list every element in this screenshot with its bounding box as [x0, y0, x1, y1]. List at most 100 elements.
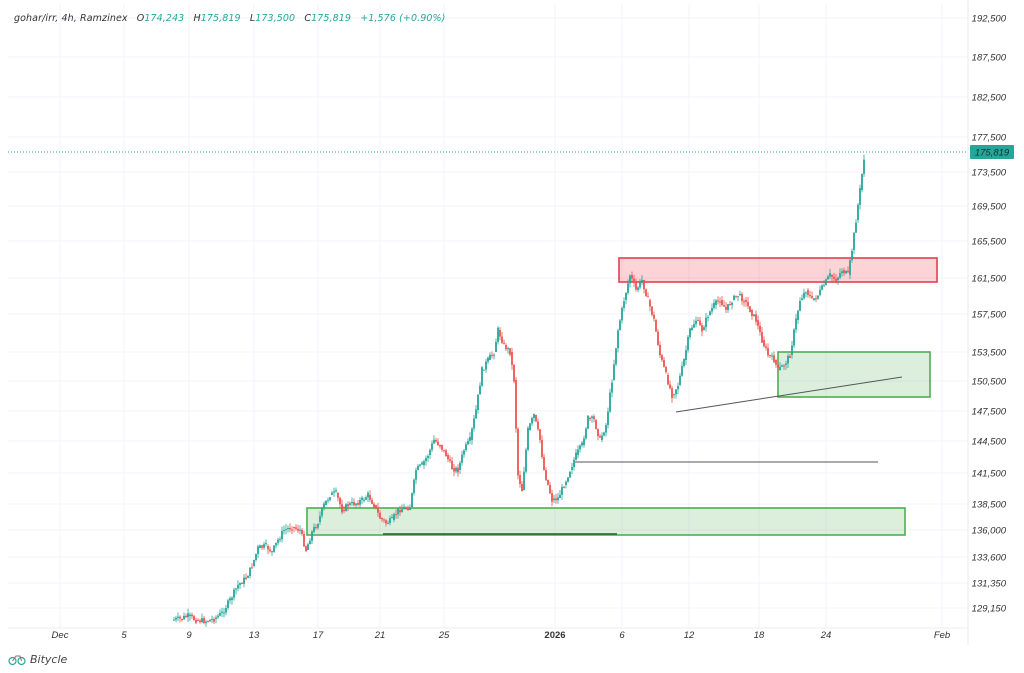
candle-up: [573, 459, 575, 468]
candle-down: [195, 620, 197, 623]
candle-up: [349, 503, 351, 505]
candle-down: [197, 620, 199, 621]
candle-up: [577, 449, 579, 455]
candle-up: [849, 260, 851, 275]
time-axis[interactable]: Dec 5 9 13 17 21 25 2026 6 12 18 24 Feb: [52, 630, 951, 641]
candle-down: [269, 549, 271, 552]
candle-down: [369, 495, 371, 500]
candle-up: [215, 617, 217, 619]
candle-up: [409, 508, 411, 511]
candle-down: [743, 301, 745, 303]
candle-down: [663, 360, 665, 367]
trend-line[interactable]: [675, 376, 903, 413]
candle-up: [779, 366, 781, 370]
candle-down: [191, 614, 193, 617]
candle-down: [659, 344, 661, 356]
candle-down: [499, 330, 501, 337]
candle-up: [247, 575, 249, 578]
symbol-title: gohar/irr, 4h, Ramzinex: [14, 13, 128, 24]
candle-down: [655, 320, 657, 332]
candle-down: [767, 347, 769, 356]
close-value: 175,819: [311, 13, 352, 24]
candle-down: [405, 508, 407, 509]
candle-down: [645, 289, 647, 297]
candle-down: [809, 294, 811, 296]
candle-down: [303, 533, 305, 547]
candle-up: [319, 515, 321, 522]
candle-down: [751, 310, 753, 316]
time-tick-label: Feb: [934, 630, 950, 641]
candle-up: [403, 506, 405, 510]
candle-up: [805, 292, 807, 294]
candle-up: [529, 423, 531, 430]
candle-down: [451, 460, 453, 470]
candle-down: [699, 320, 701, 326]
candle-up: [637, 287, 639, 290]
candle-down: [765, 346, 767, 348]
candle-up: [275, 542, 277, 546]
candle-down: [445, 450, 447, 457]
time-tick-label: 17: [313, 630, 324, 641]
demand-zone-upper[interactable]: [777, 351, 931, 398]
candle-up: [713, 302, 715, 308]
candle-up: [845, 270, 847, 274]
candle-down: [669, 384, 671, 389]
candle-down: [251, 567, 253, 569]
chart-annotations[interactable]: [306, 257, 938, 536]
candle-up: [415, 470, 417, 480]
last-price-badge: 175,819: [970, 145, 1014, 159]
candle-up: [401, 509, 403, 513]
price-tick-label: 133,600: [972, 553, 1007, 564]
candle-up: [687, 337, 689, 351]
candle-down: [377, 507, 379, 513]
supply-zone[interactable]: [618, 257, 938, 283]
chart-grid: [8, 0, 969, 645]
candle-up: [567, 477, 569, 482]
candle-down: [395, 514, 397, 516]
candle-down: [383, 519, 385, 521]
candle-down: [747, 301, 749, 307]
candle-up: [705, 317, 707, 328]
price-axis[interactable]: 192,500 187,500 182,500 177,500 173,500 169,5…: [972, 14, 1007, 615]
candle-up: [469, 437, 471, 441]
candle-down: [521, 484, 523, 492]
candle-down: [831, 275, 833, 277]
candle-up: [863, 159, 865, 174]
candle-down: [783, 365, 785, 367]
candle-up: [561, 486, 563, 495]
candle-up: [621, 307, 623, 321]
candle-down: [643, 280, 645, 290]
time-tick-label: 13: [249, 630, 260, 641]
candle-down: [721, 300, 723, 306]
candle-up: [361, 497, 363, 501]
candle-down: [539, 429, 541, 441]
candle-up: [465, 444, 467, 450]
candle-down: [203, 618, 205, 624]
candle-up: [367, 492, 369, 498]
candle-up: [855, 222, 857, 233]
brand-watermark[interactable]: Bitycle: [8, 653, 67, 666]
candle-up: [853, 232, 855, 250]
candle-up: [691, 327, 693, 330]
candle-up: [487, 357, 489, 362]
time-tick-label: 24: [820, 630, 832, 641]
candle-up: [625, 292, 627, 300]
candle-down: [343, 510, 345, 512]
candle-down: [291, 529, 293, 531]
candle-down: [537, 421, 539, 430]
demand-zone-lower[interactable]: [306, 507, 906, 536]
candle-up: [707, 316, 709, 318]
candle-down: [847, 270, 849, 273]
candle-up: [797, 310, 799, 320]
time-tick-label: 18: [754, 630, 765, 641]
candle-up: [569, 471, 571, 478]
candle-down: [505, 345, 507, 350]
candle-up: [475, 409, 477, 419]
candle-up: [611, 382, 613, 393]
time-tick-label: 6: [619, 630, 625, 641]
candle-up: [485, 361, 487, 370]
candle-up: [753, 314, 755, 316]
low-value: 173,500: [255, 13, 296, 24]
candle-up: [585, 428, 587, 439]
